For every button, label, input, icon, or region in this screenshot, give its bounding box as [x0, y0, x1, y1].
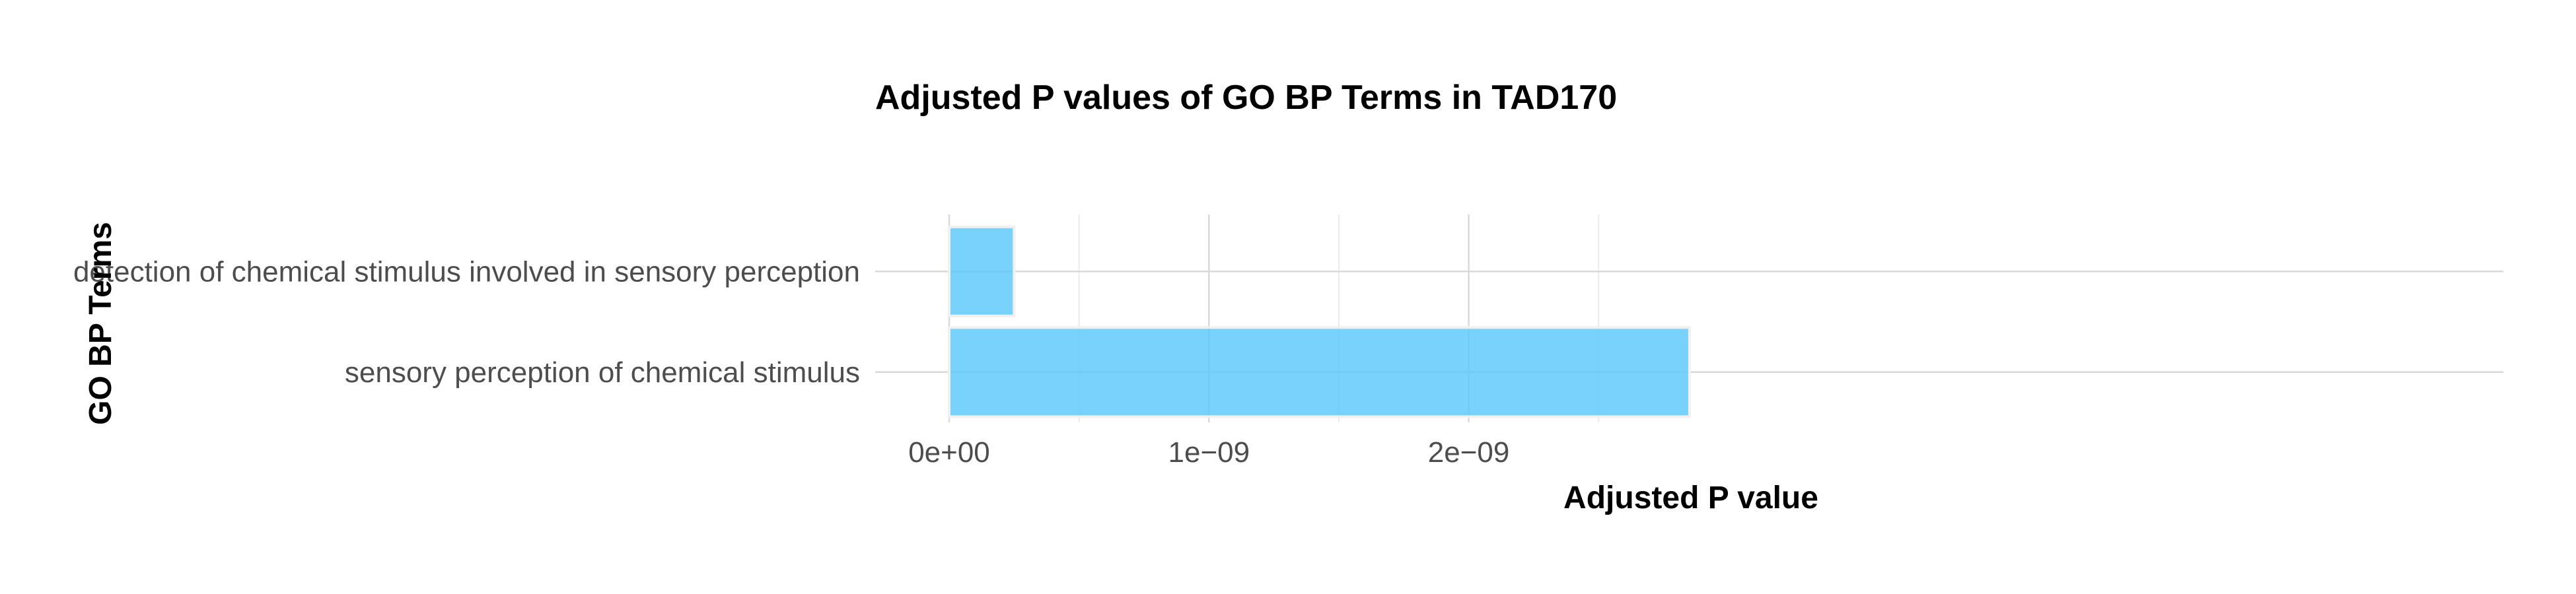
- bar: [948, 225, 1016, 317]
- x-tick-label: 0e+00: [908, 436, 990, 469]
- chart-title: Adjusted P values of GO BP Terms in TAD1…: [875, 79, 1617, 117]
- y-tick-label: sensory perception of chemical stimulus: [345, 356, 860, 389]
- y-axis-title: GO BP Terms: [83, 222, 118, 425]
- y-tick-label: detection of chemical stimulus involved …: [73, 255, 860, 288]
- bar: [948, 326, 1691, 418]
- x-axis-title: Adjusted P value: [1563, 480, 1818, 515]
- x-tick-labels: 0e+00 1e−09 2e−09: [908, 436, 1509, 469]
- bars: [948, 225, 1691, 418]
- x-tick-label: 1e−09: [1168, 436, 1250, 469]
- y-tick-labels: detection of chemical stimulus involved …: [73, 255, 860, 389]
- x-tick-label: 2e−09: [1428, 436, 1510, 469]
